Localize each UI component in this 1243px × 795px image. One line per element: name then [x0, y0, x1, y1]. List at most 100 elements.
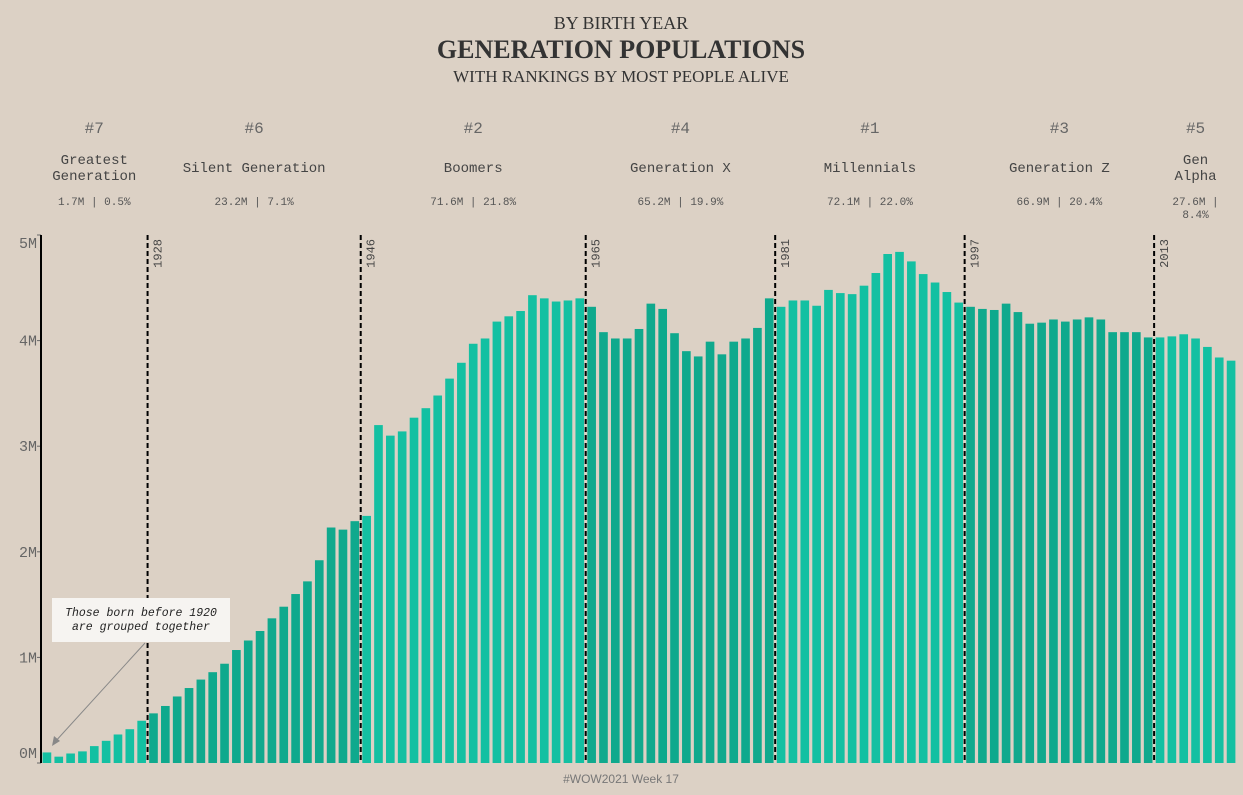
generation-rank: #6: [244, 120, 264, 138]
bar: [954, 302, 964, 763]
generation-name: Generation Z: [965, 150, 1154, 188]
bar: [907, 261, 916, 763]
bar: [859, 285, 869, 763]
supertitle: BY BIRTH YEAR: [554, 13, 689, 33]
generation-summary: 23.2M | 7.1%: [214, 197, 294, 209]
bar: [930, 282, 940, 763]
bar: [1084, 317, 1094, 763]
bar: [753, 327, 762, 763]
generation-summary: 72.1M | 22.0%: [826, 197, 913, 209]
bar: [871, 273, 881, 763]
bar: [895, 251, 904, 763]
bar: [978, 308, 987, 763]
bar: [504, 316, 514, 763]
generation-name: Silent Generation: [148, 150, 361, 188]
bar: [1132, 332, 1141, 763]
generation-start-year: 1928: [152, 239, 166, 268]
bar: [563, 300, 573, 763]
bar: [196, 679, 206, 763]
bar: [1226, 360, 1236, 763]
bar: [409, 417, 419, 763]
bar: [267, 618, 277, 763]
bar: [942, 292, 952, 763]
generation-start-year: 2013: [1158, 239, 1172, 268]
bar: [658, 308, 668, 763]
bar: [764, 298, 774, 763]
bar: [362, 515, 371, 763]
generation-name-text: Silent Generation: [182, 161, 326, 177]
chart-title: GENERATION POPULATIONS: [437, 35, 805, 64]
generation-name-text: Generation X: [630, 161, 731, 177]
generation-summary: 66.9M | 20.4%: [1016, 197, 1103, 209]
bar: [137, 720, 146, 763]
bar: [78, 751, 87, 763]
bar: [788, 300, 798, 763]
generation-start-year: 1981: [779, 239, 793, 268]
bar: [741, 338, 750, 763]
bar: [989, 309, 999, 763]
generation-name-text: Millennials: [823, 161, 917, 177]
bar: [101, 740, 111, 763]
generation-summary: 71.6M | 21.8%: [430, 197, 517, 209]
bar: [539, 298, 549, 763]
annotation-arrow: [53, 642, 146, 744]
bar: [516, 311, 525, 763]
bar: [646, 303, 656, 763]
y-tick-label: 5M: [19, 236, 37, 253]
bar: [1214, 357, 1224, 763]
y-tick-label: 1M: [19, 650, 37, 667]
y-tick-label: 3M: [19, 439, 37, 456]
generation-rank: #1: [860, 120, 880, 138]
bar: [42, 752, 52, 763]
bar: [1191, 338, 1200, 763]
bar: [847, 294, 857, 763]
bar: [480, 338, 490, 763]
bar: [397, 431, 407, 763]
subtitle: WITH RANKINGS BY MOST PEOPLE ALIVE: [453, 67, 789, 86]
generation-start-year: 1946: [365, 239, 379, 268]
bar: [918, 274, 928, 763]
generation-rank: #4: [670, 120, 691, 138]
bar: [966, 306, 975, 763]
footer: #WOW2021 Week 17: [563, 772, 679, 786]
generation-header: #3 Generation Z 66.9M | 20.4%: [965, 0, 1154, 230]
bar: [800, 300, 810, 763]
bar: [1072, 319, 1082, 763]
generation-name: Gen Alpha: [1166, 150, 1225, 188]
bar: [575, 298, 585, 763]
bar: [66, 753, 75, 763]
generation-name-text: Boomers: [443, 161, 503, 177]
bar: [172, 696, 182, 763]
bar: [149, 713, 158, 763]
generation-header: #4 Generation X 65.2M | 19.9%: [586, 0, 775, 230]
generation-header: #2 Boomers 71.6M | 21.8%: [361, 0, 586, 230]
bar: [824, 289, 833, 763]
bar: [338, 529, 348, 763]
bar: [1179, 334, 1189, 763]
bar: [468, 343, 478, 763]
bar: [1013, 312, 1023, 763]
bar: [670, 333, 679, 763]
bar: [1025, 323, 1035, 763]
bar: [599, 332, 608, 763]
bar: [682, 351, 691, 763]
bar: [421, 408, 431, 763]
bar: [634, 328, 644, 763]
bar: [729, 341, 739, 763]
bar: [184, 688, 194, 763]
bar: [1001, 303, 1011, 763]
annotation-text: Those born before 1920: [65, 607, 217, 620]
generation-name: Greatest Generation: [41, 150, 148, 188]
bar: [705, 341, 715, 763]
generation-summary: 27.6M | 8.4%: [1172, 197, 1219, 222]
generation-name: Millennials: [775, 150, 964, 188]
bar: [1060, 321, 1070, 763]
bar: [457, 362, 466, 763]
bar: [1108, 332, 1117, 763]
bar: [1120, 332, 1129, 763]
generation-summary: 65.2M | 19.9%: [637, 197, 724, 209]
bar: [279, 606, 289, 763]
generation-name: Boomers: [361, 150, 586, 188]
bar: [54, 756, 64, 763]
generation-header: #6 Silent Generation 23.2M | 7.1%: [148, 0, 361, 230]
